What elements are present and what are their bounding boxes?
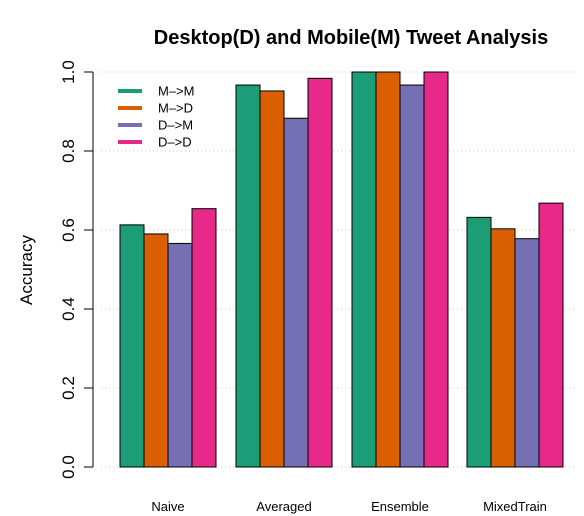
bar <box>143 233 169 468</box>
bar <box>375 71 401 468</box>
bar <box>538 202 564 468</box>
legend-label: M–>D <box>158 101 193 116</box>
x-tick-label: Averaged <box>256 499 311 514</box>
bar <box>235 84 261 468</box>
gridlines <box>101 71 575 468</box>
bar <box>259 90 285 468</box>
legend: M–>M M–>D D–>M D–>D <box>118 84 194 150</box>
bar <box>307 77 333 468</box>
x-tick-label: MixedTrain <box>483 499 547 514</box>
y-tick-label: 0.4 <box>59 297 78 321</box>
y-axis-label: Accuracy <box>17 235 36 305</box>
bar <box>191 208 217 468</box>
y-tick-label: 0.0 <box>59 455 78 479</box>
x-tick-label: Naive <box>151 499 184 514</box>
bar <box>119 224 145 468</box>
chart-title: Desktop(D) and Mobile(M) Tweet Analysis <box>154 27 548 49</box>
bar <box>490 228 516 468</box>
y-axis: 0.0 0.2 0.4 0.6 0.8 1.0 <box>59 60 94 479</box>
y-tick-label: 0.8 <box>59 139 78 163</box>
bar <box>283 117 309 468</box>
bar <box>167 242 193 468</box>
bar <box>399 84 425 468</box>
legend-label: M–>M <box>158 84 194 99</box>
bar <box>466 216 492 468</box>
bar <box>423 71 449 468</box>
bar <box>514 238 540 468</box>
legend-label: D–>D <box>158 135 192 150</box>
x-tick-label: Ensemble <box>371 499 429 514</box>
legend-label: D–>M <box>158 118 193 133</box>
bar <box>351 71 377 468</box>
y-tick-label: 0.6 <box>59 218 78 242</box>
x-tick-labels: Naive Averaged Ensemble MixedTrain <box>151 499 547 514</box>
bars <box>119 71 564 468</box>
y-tick-label: 1.0 <box>59 60 78 84</box>
y-tick-label: 0.2 <box>59 376 78 400</box>
